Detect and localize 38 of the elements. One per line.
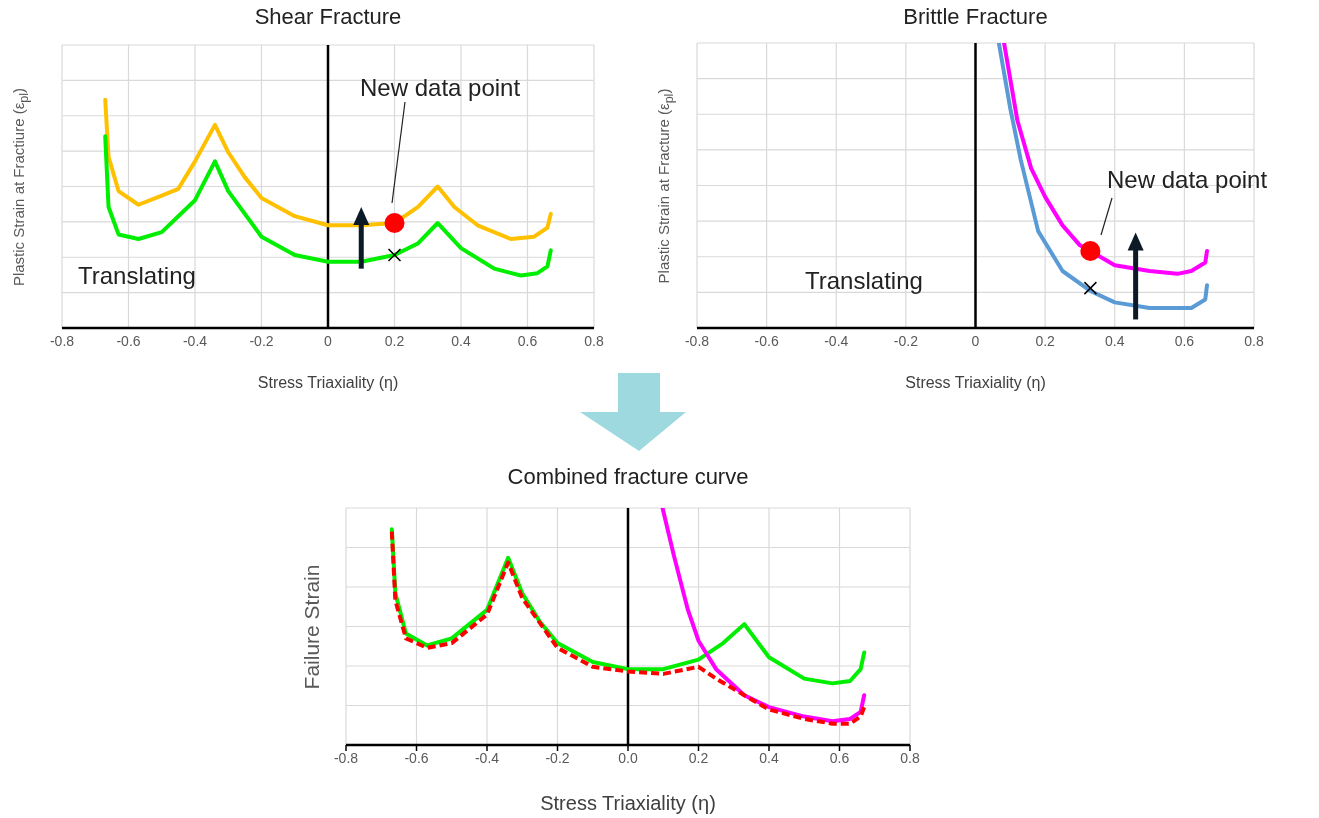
x-tick-label: 0.4 [1105,332,1125,349]
x-tick-label: 0.8 [900,749,920,766]
x-tick-label: -0.6 [754,332,779,349]
x-tick-label: 0.2 [688,749,709,766]
annotation: New data point [1107,166,1268,194]
x-tick-label: -0.8 [333,749,359,766]
chart-title: Shear Fracture [253,4,403,30]
chart-title: Brittle Fracture [902,4,1049,30]
x-tick-label: -0.6 [404,749,429,766]
x-tick-label: -0.4 [824,332,849,349]
x-tick-label: 0.2 [1035,332,1056,349]
x-axis-title: Stress Triaxiality (η) [904,374,1047,392]
annotation: New data point [360,74,521,102]
x-tick-label: -0.6 [116,332,141,349]
x-tick-label: 0 [324,332,333,349]
annotation: Translating [78,262,196,290]
annotation: Translating [805,267,923,295]
x-tick-label: -0.8 [684,332,710,349]
x-axis-title: Stress Triaxiality (η) [539,792,717,815]
x-tick-label: 0.2 [384,332,405,349]
x-tick-label: 0.4 [451,332,471,349]
x-tick-label: 0.4 [759,749,779,766]
x-tick-label: -0.2 [249,332,274,349]
x-axis-title: Stress Triaxiality (η) [256,374,400,392]
x-tick-label: -0.2 [545,749,570,766]
x-tick-label: -0.4 [182,332,208,349]
x-tick-label: -0.8 [49,332,75,349]
x-tick-label: 0.0 [618,749,638,766]
x-tick-label: 0 [971,332,980,349]
x-tick-label: 0.8 [584,332,604,349]
x-tick-label: 0.6 [517,332,538,349]
y-axis-title: Failure Strain [300,564,324,689]
x-tick-label: 0.6 [1174,332,1195,349]
x-tick-label: 0.8 [1244,332,1264,349]
x-tick-label: 0.6 [829,749,850,766]
x-tick-label: -0.2 [893,332,919,349]
chart-title: Combined fracture curve [506,464,750,490]
x-tick-label: -0.4 [474,749,500,766]
